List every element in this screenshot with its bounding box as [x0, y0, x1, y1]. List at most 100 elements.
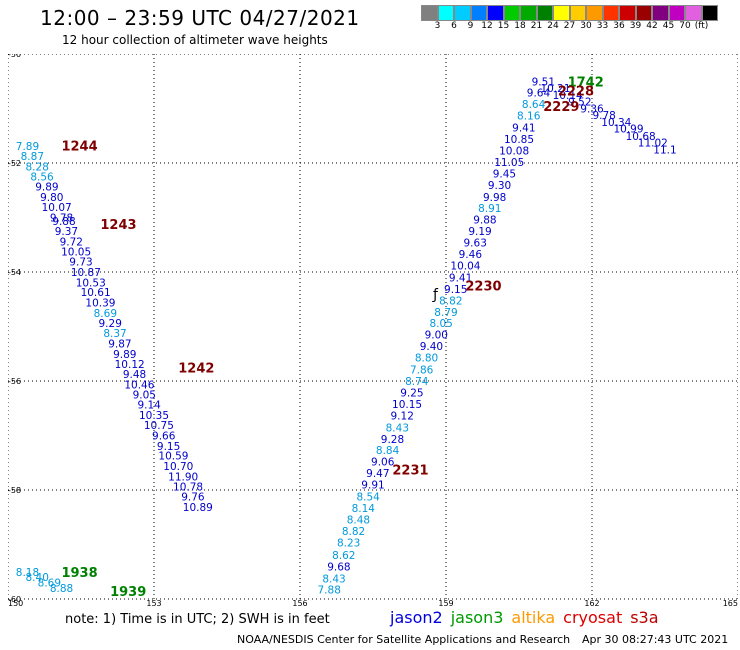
- wave-height-value: 10.39: [85, 298, 115, 310]
- wave-height-value: 9.88: [52, 216, 75, 228]
- wave-height-value: 7.86: [410, 365, 434, 377]
- wave-height-map: 150 153 156 159 162 165 -50 -52 -54 -56 -58 -60 7.8…: [8, 54, 738, 606]
- scale-label: 12: [481, 21, 493, 31]
- pass-time-label: 2230: [465, 280, 501, 295]
- pass-time-label: 1742: [568, 75, 604, 90]
- scale-label: 6: [451, 21, 457, 31]
- scale-label: 3: [434, 21, 441, 31]
- wave-height-value: 8.56: [30, 172, 54, 184]
- wave-height-value: 9.98: [483, 192, 506, 204]
- wave-height-value: 11.05: [494, 157, 524, 169]
- lon-tick-label: 153: [146, 599, 161, 606]
- wave-height-value: 11.1: [653, 144, 676, 156]
- wave-height-value: 9.80: [40, 192, 63, 204]
- lon-tick-label: 150: [8, 599, 23, 606]
- wave-height-value: 9.15: [157, 441, 180, 453]
- scale-swatch: [437, 5, 454, 21]
- wave-height-value: 8.43: [322, 573, 345, 585]
- pass-time-label: 1939: [110, 585, 146, 600]
- wave-height-value: 8.23: [337, 537, 360, 549]
- wave-height-value: 8.16: [517, 111, 541, 123]
- wave-height-value: 9.73: [69, 257, 92, 269]
- wave-height-value: 10.12: [115, 359, 145, 371]
- wave-height-value: 9.41: [449, 272, 472, 284]
- legend-item-jason3: jason3: [450, 608, 504, 627]
- scale-swatch: [553, 5, 570, 21]
- scale-label: 27: [563, 21, 576, 31]
- scale-label: 42: [646, 21, 658, 31]
- wave-height-value: 10.85: [504, 134, 534, 146]
- wave-height-value: 9.37: [55, 226, 78, 238]
- wave-height-value: 8.82: [439, 295, 462, 307]
- footer-timestamp: Apr 30 08:27:43 UTC 2021: [582, 633, 729, 646]
- scale-swatch: [685, 5, 702, 21]
- scale-label: 9: [467, 21, 474, 31]
- wave-height-value: 8.80: [415, 353, 438, 365]
- scale-label: (ft): [694, 21, 709, 31]
- wave-height-value: 10.89: [183, 502, 213, 514]
- altimeter-tracks: 7.898.878.288.569.899.8010.079.789.889.3…: [16, 76, 677, 596]
- footer-note: note: 1) Time is in UTC; 2) SWH is in fe…: [65, 612, 330, 627]
- wave-height-value: 8.69: [94, 308, 117, 320]
- wave-height-value: 9.06: [371, 457, 395, 469]
- wave-height-value: 8.40: [26, 572, 49, 584]
- wave-height-value: 9.78: [50, 213, 73, 225]
- wave-height-value: 9.48: [123, 369, 146, 381]
- scale-swatch: [503, 5, 520, 21]
- wave-height-value: 9.14: [137, 399, 161, 411]
- scale-swatch: [421, 5, 438, 21]
- pass-time-label: 1244: [61, 140, 97, 155]
- wave-height-value: 9.28: [381, 434, 404, 446]
- wave-height-value: 9.05: [133, 390, 156, 402]
- wave-height-value: 10.08: [499, 145, 529, 157]
- wave-height-value: 8.84: [376, 445, 400, 457]
- wave-height-value: 8.14: [352, 503, 376, 515]
- wave-height-value: 10.21: [540, 83, 570, 95]
- wave-height-value: 10.75: [144, 420, 174, 432]
- wave-height-value: 8.82: [342, 526, 365, 538]
- lon-tick-label: 159: [438, 599, 453, 606]
- page-subtitle: 12 hour collection of altimeter wave hei…: [62, 33, 328, 47]
- wave-height-value: 9.19: [468, 226, 491, 238]
- wave-height-value: 8.91: [478, 203, 501, 215]
- scale-swatch: [619, 5, 636, 21]
- wave-height-value: 8.62: [332, 550, 355, 562]
- wave-height-value: 9.36: [580, 104, 604, 116]
- scale-swatch: [520, 5, 537, 21]
- wave-height-value: 10.53: [76, 277, 106, 289]
- map-grid: [8, 54, 738, 600]
- wave-height-value: 10.59: [158, 451, 188, 463]
- scale-label: 36: [613, 21, 625, 31]
- scale-swatch: [470, 5, 487, 21]
- wave-height-value: 9.89: [35, 181, 58, 193]
- wave-height-value: 10.07: [42, 202, 72, 214]
- map-marker-glyph: ƒ: [432, 287, 439, 303]
- wave-height-value: 9.66: [152, 431, 176, 443]
- wave-height-value: 9.15: [444, 284, 467, 296]
- wave-height-value: 10.68: [626, 131, 656, 143]
- wave-height-value: 9.25: [400, 387, 423, 399]
- pass-time-label: 2228: [558, 85, 594, 100]
- map-axis-labels: 150 153 156 159 162 165 -50 -52 -54 -56 -58 -60: [8, 54, 738, 606]
- scale-label: 45: [662, 21, 675, 31]
- scale-swatch: [652, 5, 669, 21]
- scale-label: 21: [530, 21, 543, 31]
- pass-time-label: 1242: [178, 361, 214, 376]
- wave-height-value: 10.87: [71, 267, 101, 279]
- wave-height-value: 10.61: [81, 287, 111, 299]
- wave-height-value: 8.28: [26, 161, 49, 173]
- wave-height-value: 9.29: [99, 318, 122, 330]
- scale-label: 15: [497, 21, 510, 31]
- wave-height-value: 7.89: [16, 141, 39, 153]
- wave-height-value: 8.48: [347, 514, 370, 526]
- lon-tick-label: 162: [584, 599, 599, 606]
- wave-height-value: 10.70: [163, 461, 193, 473]
- wave-height-value: 9.41: [512, 123, 535, 135]
- wave-height-value: 9.68: [327, 561, 350, 573]
- wave-height-value: 9.45: [493, 168, 516, 180]
- pass-time-label: 2229: [543, 100, 579, 115]
- lon-tick-label: 165: [723, 599, 738, 606]
- legend-item-cryosat: cryosat: [563, 608, 623, 627]
- wave-height-value: 8.69: [38, 578, 61, 590]
